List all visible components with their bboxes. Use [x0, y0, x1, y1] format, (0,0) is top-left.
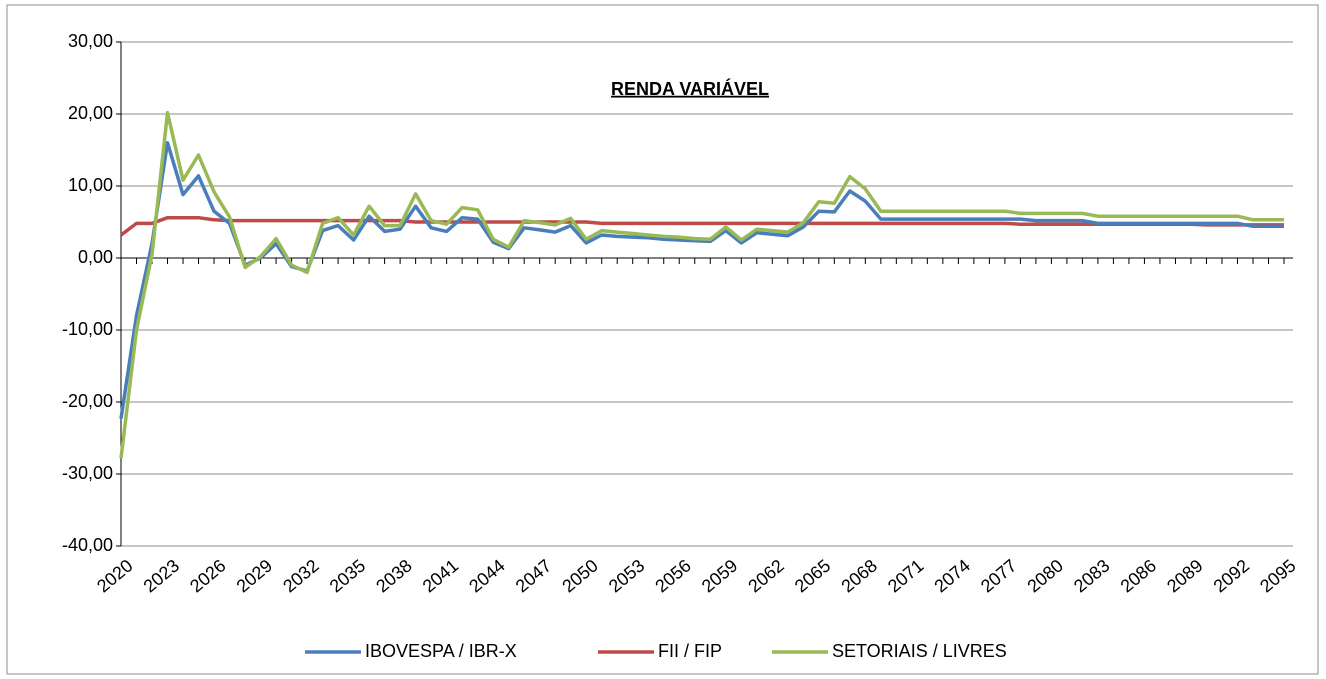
series-line	[119, 215, 1284, 237]
chart-title: RENDA VARIÁVEL	[611, 78, 769, 99]
chart-frame	[6, 4, 1319, 675]
legend-label: FII / FIP	[658, 641, 722, 661]
y-tick-label: 20,00	[68, 103, 113, 123]
series-line	[119, 110, 1284, 459]
y-tick-label: -20,00	[62, 391, 113, 411]
y-tick-label: -30,00	[62, 463, 113, 483]
legend-label: SETORIAIS / LIVRES	[832, 641, 1007, 661]
y-tick-label: -40,00	[62, 535, 113, 555]
y-tick-label: 30,00	[68, 31, 113, 51]
legend-label: IBOVESPA / IBR-X	[365, 641, 517, 661]
y-tick-label: 0,00	[78, 247, 113, 267]
y-tick-label: -10,00	[62, 319, 113, 339]
y-tick-label: 10,00	[68, 175, 113, 195]
